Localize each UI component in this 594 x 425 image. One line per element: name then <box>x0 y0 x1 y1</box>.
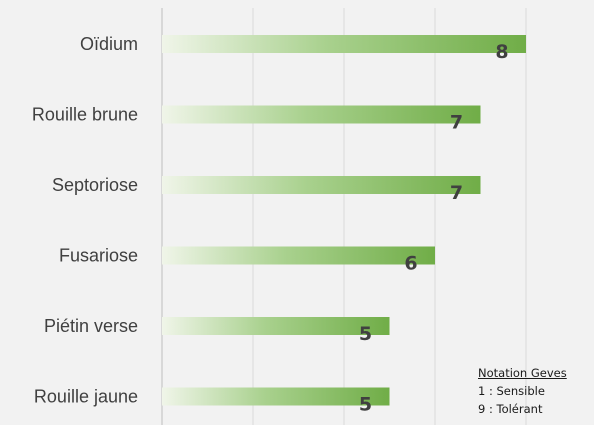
rating-legend-title: Notation Geves <box>478 366 567 380</box>
bar <box>162 246 435 265</box>
rating-legend-line-tolerant: 9 : Tolérant <box>478 402 543 416</box>
category-label: Rouille jaune <box>34 387 138 407</box>
category-label: Fusariose <box>59 246 138 266</box>
value-label: 5 <box>359 394 372 416</box>
value-label: 7 <box>450 182 463 204</box>
value-label: 5 <box>359 323 372 345</box>
category-label: Rouille brune <box>32 105 138 125</box>
category-label: Piétin verse <box>44 316 138 336</box>
value-label: 6 <box>404 253 417 275</box>
bar <box>162 105 481 124</box>
bar <box>162 387 390 406</box>
value-label: 8 <box>495 41 508 63</box>
rating-legend: Notation Geves 1 : Sensible 9 : Tolérant <box>478 364 567 418</box>
bar <box>162 35 526 53</box>
bar <box>162 317 390 335</box>
bar <box>162 176 481 194</box>
labels: Oïdium 8 Rouille brune 7 Septoriose 7 Fusarios… <box>32 34 509 416</box>
category-label: Oïdium <box>80 34 138 54</box>
category-label: Septoriose <box>52 175 138 195</box>
value-label: 7 <box>450 112 463 134</box>
bars <box>162 35 526 406</box>
gridlines <box>161 8 527 425</box>
rating-legend-line-sensible: 1 : Sensible <box>478 384 545 398</box>
